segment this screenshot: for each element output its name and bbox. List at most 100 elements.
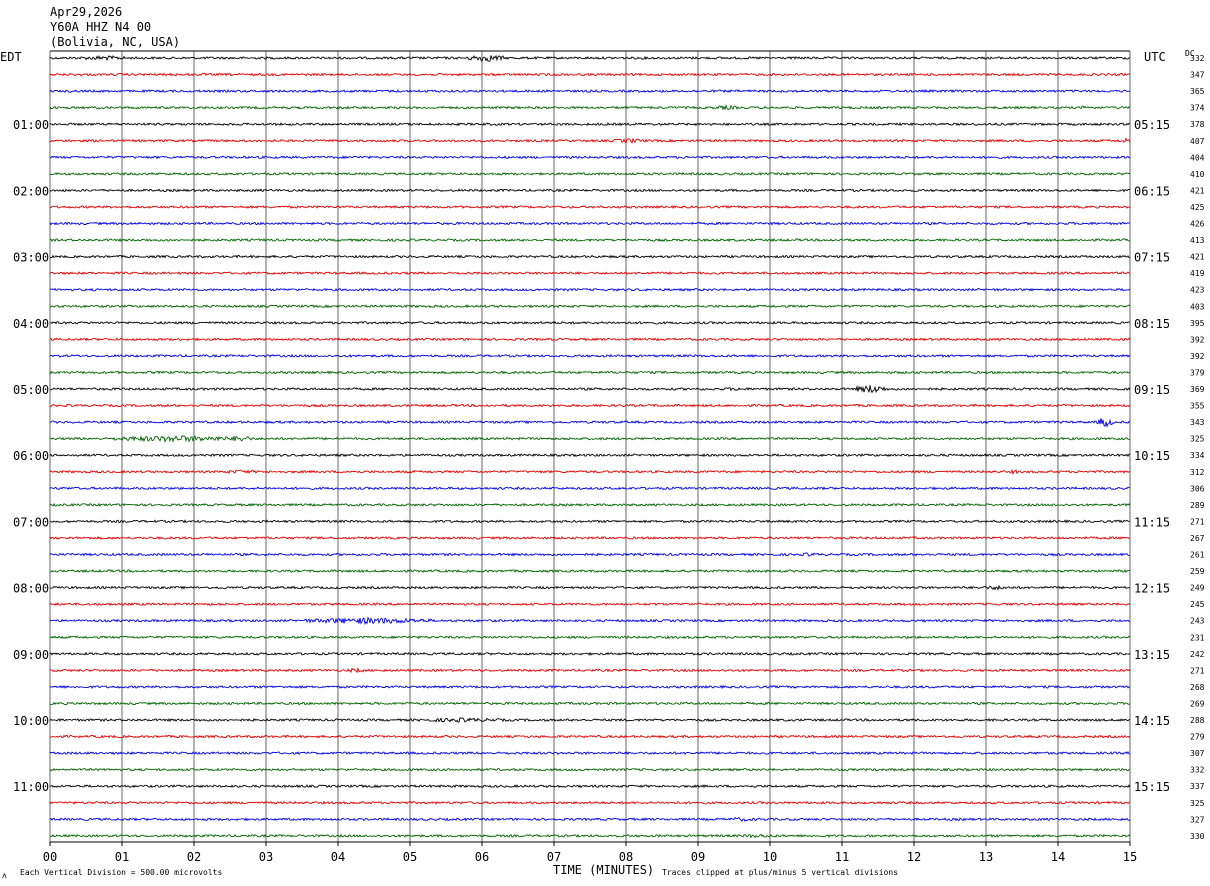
utc-time-label: 15:15 — [1134, 780, 1170, 794]
trace-row-31 — [49, 568, 1131, 574]
dc-value: 271 — [1190, 517, 1205, 526]
trace-row-24 — [49, 453, 1131, 458]
dc-value: 325 — [1190, 799, 1205, 808]
x-tick-label: 00 — [43, 850, 57, 864]
x-tick-label: 10 — [763, 850, 777, 864]
scale-note: Each Vertical Division = 500.00 microvol… — [20, 868, 222, 877]
dc-value: 269 — [1190, 700, 1205, 709]
edt-time-label: 11:00 — [13, 780, 49, 794]
dc-value: 231 — [1190, 633, 1205, 642]
dc-value: 413 — [1190, 236, 1205, 245]
x-axis-label: TIME (MINUTES) — [553, 863, 654, 877]
x-tick-label: 12 — [907, 850, 921, 864]
dc-value: 249 — [1190, 584, 1205, 593]
dc-value: 343 — [1190, 418, 1205, 427]
dc-value: 306 — [1190, 484, 1205, 493]
dc-value: 242 — [1190, 650, 1205, 659]
utc-time-label: 10:15 — [1134, 449, 1170, 463]
trace-row-29 — [49, 535, 1131, 540]
dc-value: 261 — [1190, 551, 1205, 560]
x-tick-label: 07 — [547, 850, 561, 864]
trace-row-5 — [49, 137, 1131, 144]
trace-row-34 — [49, 616, 1131, 626]
dc-value: 271 — [1190, 666, 1205, 675]
edt-time-label: 10:00 — [13, 714, 49, 728]
utc-time-label: 13:15 — [1134, 648, 1170, 662]
x-tick-label: 15 — [1123, 850, 1137, 864]
trace-row-6 — [49, 155, 1131, 160]
trace-row-20 — [49, 385, 1131, 394]
x-tick-label: 14 — [1051, 850, 1065, 864]
trace-row-23 — [49, 434, 1131, 443]
dc-value: 327 — [1190, 815, 1205, 824]
x-tick-label: 04 — [331, 850, 345, 864]
x-tick-label: 05 — [403, 850, 417, 864]
dc-value: 426 — [1190, 220, 1205, 229]
trace-row-10 — [49, 221, 1131, 226]
trace-row-19 — [49, 370, 1131, 375]
edt-time-label: 04:00 — [13, 317, 49, 331]
trace-row-42 — [49, 751, 1131, 756]
clip-note: Traces clipped at plus/minus 5 vertical … — [662, 868, 898, 877]
trace-row-38 — [49, 684, 1131, 690]
x-tick-label: 08 — [619, 850, 633, 864]
trace-row-22 — [49, 418, 1131, 428]
dc-value: 378 — [1190, 120, 1205, 129]
header-date: Apr29,2026 — [50, 5, 122, 19]
dc-value: 421 — [1190, 186, 1205, 195]
dc-value: 245 — [1190, 600, 1205, 609]
dc-value: 421 — [1190, 253, 1205, 262]
dc-value: 404 — [1190, 153, 1205, 162]
utc-time-label: 14:15 — [1134, 714, 1170, 728]
dc-value: 288 — [1190, 716, 1205, 725]
dc-value: 259 — [1190, 567, 1205, 576]
dc-value: 407 — [1190, 137, 1205, 146]
x-tick-label: 02 — [187, 850, 201, 864]
trace-row-9 — [49, 204, 1131, 210]
dc-value: 347 — [1190, 71, 1205, 80]
x-tick-label: 11 — [835, 850, 849, 864]
dc-value: 334 — [1190, 451, 1205, 460]
x-tick-label: 03 — [259, 850, 273, 864]
dc-value: 337 — [1190, 782, 1205, 791]
utc-time-label: 06:15 — [1134, 184, 1170, 198]
dc-value: 392 — [1190, 352, 1205, 361]
dc-header: DC — [1185, 49, 1195, 58]
trace-row-30 — [49, 552, 1130, 557]
trace-row-44 — [49, 784, 1131, 789]
utc-time-label: 12:15 — [1134, 582, 1170, 596]
dc-value: 395 — [1190, 319, 1205, 328]
trace-row-18 — [49, 353, 1131, 358]
dc-value: 374 — [1190, 104, 1205, 113]
trace-row-26 — [49, 486, 1131, 491]
trace-row-36 — [49, 651, 1131, 656]
dc-value: 392 — [1190, 335, 1205, 344]
dc-value: 312 — [1190, 468, 1205, 477]
trace-row-39 — [49, 701, 1131, 706]
row-labels: 01:00 02:00 03:00 04:00 05:00 06:00 07:00 08:00… — [13, 54, 1205, 841]
x-tick-label: 09 — [691, 850, 705, 864]
utc-time-label: 07:15 — [1134, 251, 1170, 265]
trace-row-35 — [49, 635, 1131, 640]
trace-row-37 — [49, 667, 1131, 674]
edt-time-label: 03:00 — [13, 251, 49, 265]
dc-value: 279 — [1190, 733, 1205, 742]
seismic-traces — [49, 54, 1131, 839]
trace-row-4 — [49, 122, 1131, 127]
trace-row-25 — [49, 468, 1131, 475]
trace-row-46 — [49, 816, 1131, 823]
edt-time-label: 05:00 — [13, 383, 49, 397]
x-tick-label: 06 — [475, 850, 489, 864]
utc-time-label: 11:15 — [1134, 515, 1170, 529]
trace-row-45 — [49, 800, 1131, 805]
trace-row-11 — [49, 237, 1131, 243]
trace-row-21 — [49, 403, 1131, 408]
dc-value: 365 — [1190, 87, 1205, 96]
edt-time-label: 06:00 — [13, 449, 49, 463]
dc-value: 243 — [1190, 617, 1205, 626]
dc-value: 423 — [1190, 286, 1205, 295]
dc-value: 355 — [1190, 402, 1205, 411]
trace-row-1 — [49, 72, 1131, 77]
utc-time-label: 09:15 — [1134, 383, 1170, 397]
